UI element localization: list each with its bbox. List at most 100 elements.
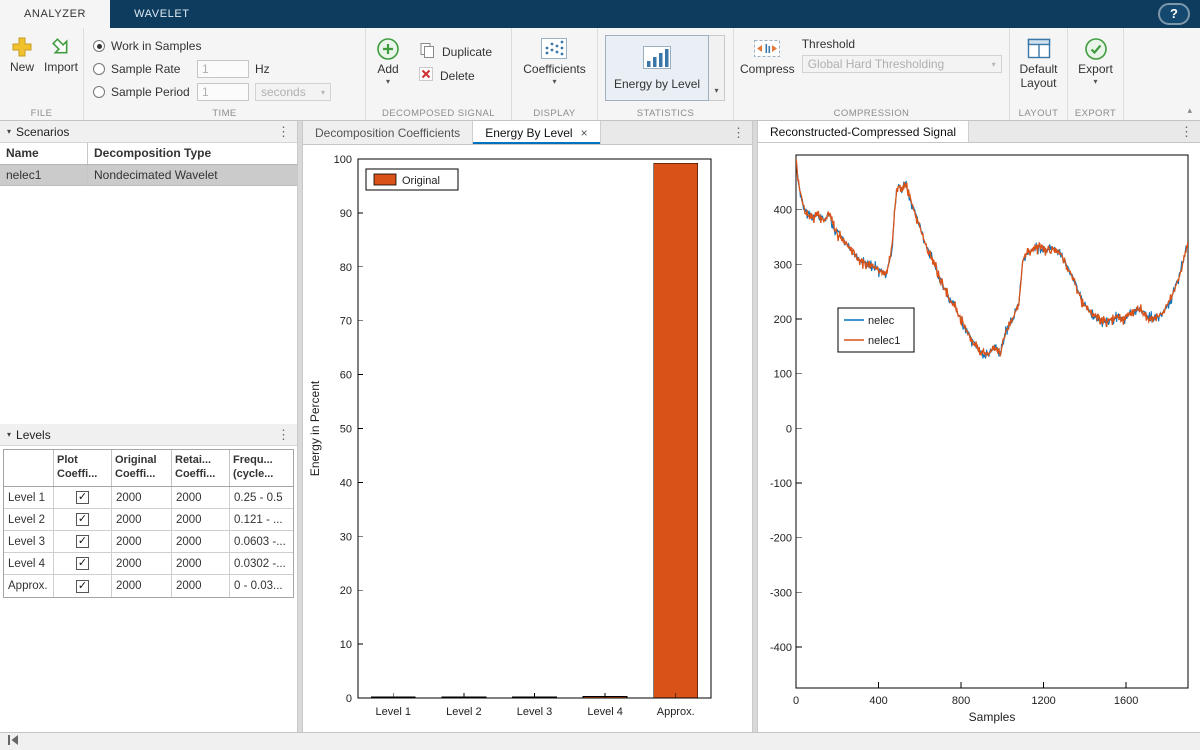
svg-text:40: 40 (340, 477, 352, 489)
section-display: Coefficients ▾ DISPLAY (512, 28, 598, 120)
original-coefficients: 2000 (112, 575, 172, 597)
chevron-down-icon: ▾ (320, 87, 325, 97)
import-button[interactable]: Import (41, 31, 81, 77)
work-in-samples-radio[interactable] (93, 40, 105, 52)
help-button[interactable]: ? (1158, 3, 1190, 25)
tab-label: Reconstructed-Compressed Signal (770, 124, 957, 139)
frequency-range: 0.25 - 0.5 (234, 491, 283, 504)
duplicate-icon (418, 41, 436, 62)
sample-period-unit-combo[interactable]: seconds ▾ (255, 83, 331, 101)
add-plus-icon (375, 35, 401, 63)
chevron-down-icon: ▾ (552, 76, 557, 86)
sample-rate-input[interactable] (197, 60, 249, 78)
vertical-splitter[interactable] (752, 121, 758, 732)
svg-text:nelec: nelec (868, 315, 895, 327)
tab-label: Energy By Level (485, 125, 573, 140)
retained-coefficients: 2000 (172, 531, 230, 552)
svg-text:100: 100 (334, 154, 352, 166)
section-time: Work in Samples Sample Rate Hz Sample Pe… (84, 28, 366, 120)
export-button[interactable]: Export ▾ (1075, 33, 1116, 88)
export-label: Export (1078, 62, 1113, 76)
sample-period-radio[interactable] (93, 86, 105, 98)
level-label: Level 3 (4, 531, 54, 552)
levels-column-header: Retai... Coeffi... (172, 450, 230, 486)
add-button[interactable]: Add ▾ (369, 33, 407, 88)
tab-energy-by-level[interactable]: Energy By Level × (473, 121, 601, 144)
threshold-combo[interactable]: Global Hard Thresholding ▾ (801, 55, 1002, 73)
collapse-caret-icon[interactable]: ▾ (7, 127, 12, 136)
duplicate-label: Duplicate (442, 44, 493, 59)
tab-decomposition-coefficients[interactable]: Decomposition Coefficients (303, 121, 474, 144)
tab-analyzer[interactable]: ANALYZER (0, 0, 111, 28)
tab-wavelet[interactable]: WAVELET (134, 8, 190, 20)
svg-text:Level 2: Level 2 (446, 706, 481, 718)
vertical-splitter[interactable] (297, 121, 303, 732)
plot-checkbox[interactable]: ✓ (76, 535, 89, 548)
coefficients-icon (540, 35, 568, 63)
levels-row: Level 3 ✓ 2000 2000 0.0603 -... (4, 531, 293, 553)
delete-button[interactable]: Delete (413, 65, 497, 86)
default-layout-button[interactable]: Default Layout (1013, 33, 1064, 93)
duplicate-button[interactable]: Duplicate (413, 41, 497, 62)
plot-checkbox[interactable]: ✓ (76, 557, 89, 570)
energy-by-level-button[interactable]: Energy by Level (605, 35, 710, 101)
energy-by-level-icon (642, 45, 672, 74)
tab-label: Decomposition Coefficients (315, 125, 461, 140)
coefficients-label: Coefficients (523, 62, 586, 76)
panel-menu-icon[interactable]: ⋮ (732, 125, 745, 140)
collapse-caret-icon[interactable]: ▾ (7, 430, 12, 439)
svg-text:-200: -200 (770, 533, 792, 545)
section-display-label: DISPLAY (533, 108, 576, 119)
compress-button[interactable]: Compress (737, 33, 798, 79)
plot-checkbox[interactable]: ✓ (76, 491, 89, 504)
energy-by-level-dropdown[interactable]: ▾ (709, 35, 726, 101)
compress-label: Compress (740, 62, 795, 76)
sample-period-input[interactable] (197, 83, 249, 101)
tab-reconstructed-compressed-signal[interactable]: Reconstructed-Compressed Signal (758, 121, 970, 142)
export-check-icon (1083, 35, 1109, 63)
close-icon[interactable]: × (580, 125, 588, 140)
original-coefficients: 2000 (112, 553, 172, 574)
svg-text:70: 70 (340, 316, 352, 328)
threshold-label: Threshold (801, 37, 856, 51)
svg-text:60: 60 (340, 370, 352, 382)
panel-menu-icon[interactable]: ⋮ (1180, 124, 1193, 139)
main-area: ▾ Scenarios ⋮ Name Decomposition Type ne… (0, 121, 1200, 732)
scenario-row[interactable]: nelec1 Nondecimated Wavelet (0, 165, 297, 186)
section-layout-label: LAYOUT (1018, 108, 1059, 119)
coefficients-button[interactable]: Coefficients ▾ (520, 33, 588, 88)
svg-text:400: 400 (774, 205, 792, 217)
collapse-left-panel-icon[interactable] (6, 734, 20, 749)
plot-checkbox[interactable]: ✓ (76, 513, 89, 526)
scenarios-col-name: Name (0, 143, 88, 164)
original-coefficients: 2000 (112, 531, 172, 552)
panel-menu-icon[interactable]: ⋮ (277, 427, 290, 442)
import-arrow-icon (49, 33, 73, 61)
section-export: Export ▾ EXPORT (1068, 28, 1124, 120)
level-label: Approx. (4, 575, 54, 597)
level-label: Level 2 (4, 509, 54, 530)
new-plus-icon (10, 33, 34, 61)
svg-text:100: 100 (774, 369, 792, 381)
toolstrip-collapse-icon[interactable]: ▴ (1187, 105, 1192, 115)
levels-column-header: Plot Coeffi... (54, 450, 112, 486)
section-file: New Import FILE (0, 28, 84, 120)
hz-label: Hz (255, 62, 270, 76)
levels-row: Level 1 ✓ 2000 2000 0.25 - 0.5 (4, 487, 293, 509)
center-panel: Decomposition Coefficients Energy By Lev… (303, 121, 752, 732)
retained-coefficients: 2000 (172, 575, 230, 597)
threshold-combo-value: Global Hard Thresholding (807, 57, 945, 71)
levels-column-header: Frequ... (cycle... (233, 454, 274, 481)
svg-text:Samples: Samples (969, 710, 1016, 724)
app-tab-bar: ANALYZER WAVELET ? (0, 0, 1200, 28)
plot-checkbox[interactable]: ✓ (76, 579, 89, 593)
new-button[interactable]: New (3, 31, 41, 77)
chevron-down-icon: ▾ (714, 86, 719, 95)
left-panel: ▾ Scenarios ⋮ Name Decomposition Type ne… (0, 121, 297, 732)
section-statistics-label: STATISTICS (636, 108, 695, 119)
svg-text:Level 1: Level 1 (376, 706, 411, 718)
sample-rate-radio[interactable] (93, 63, 105, 75)
section-file-label: FILE (30, 108, 53, 119)
panel-menu-icon[interactable]: ⋮ (277, 124, 290, 139)
level-label: Level 1 (4, 487, 54, 508)
